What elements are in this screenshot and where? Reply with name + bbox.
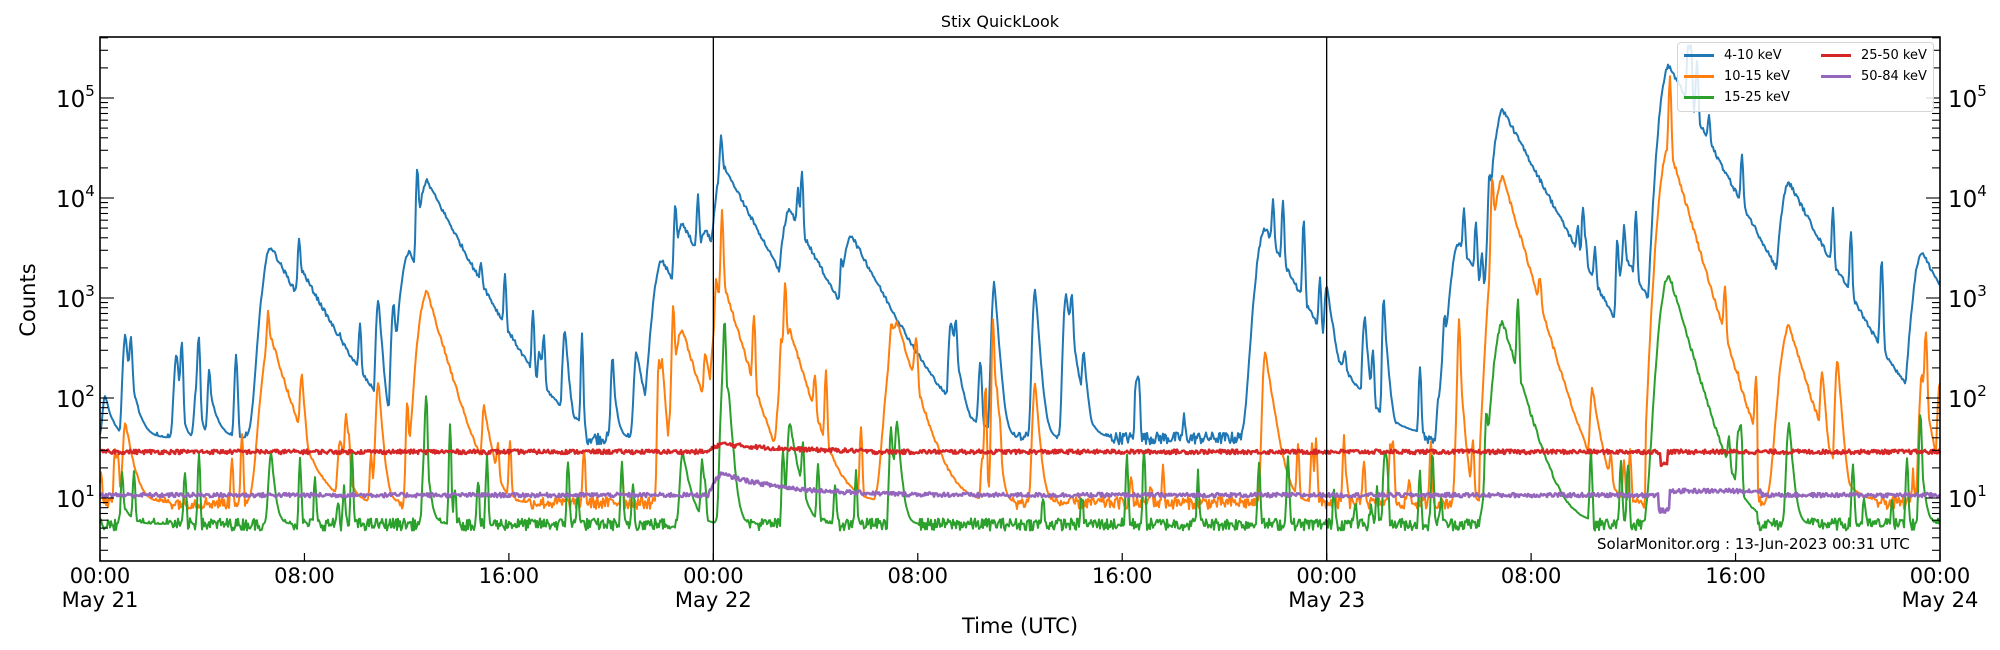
y-tick-label-right: 102 (1948, 382, 1987, 413)
legend-swatch-orange (1684, 75, 1714, 78)
x-tick-label: 08:00 (274, 564, 335, 588)
y-tick-label-left: 104 (56, 182, 95, 213)
x-tick-label: 08:00 (1500, 564, 1562, 588)
x-tick-label: 00:00 May 22 (674, 564, 752, 612)
line-15-25-kev (99, 275, 1941, 532)
chart-title: Stix QuickLook (940, 12, 1060, 31)
legend: 4-10 keV 10-15 keV 15-25 keV 25-50 keV 5… (1677, 42, 1934, 112)
x-axis-label: Time (UTC) (961, 614, 1079, 638)
legend-item-4-10: 4-10 keV (1684, 48, 1782, 63)
line-50-84-kev (98, 471, 1942, 514)
y-axis-label: Counts (16, 263, 40, 337)
y-tick-label-left: 101 (56, 482, 95, 513)
axis-ticks (99, 37, 1941, 561)
legend-swatch-red (1821, 54, 1851, 57)
legend-item-50-84: 50-84 keV (1821, 69, 1927, 84)
x-tick-label: 00:00 May 24 (1901, 564, 1979, 612)
legend-swatch-blue (1684, 54, 1714, 57)
y-tick-label-right: 103 (1948, 282, 1987, 313)
watermark: SolarMonitor.org : 13-Jun-2023 00:31 UTC (1597, 535, 1910, 553)
y-tick-label-left: 102 (56, 382, 95, 413)
legend-swatch-green (1684, 96, 1714, 99)
x-tick-label: 16:00 (1091, 564, 1153, 588)
y-tick-label-right: 101 (1948, 482, 1987, 513)
line-10-15-kev (99, 75, 1941, 511)
y-tick-label-left: 105 (56, 82, 95, 113)
y-tick-label-right: 105 (1948, 82, 1987, 113)
x-tick-label: 16:00 (478, 564, 540, 588)
day-separators (712, 37, 1328, 561)
x-tick-label: 00:00 May 21 (61, 564, 139, 612)
legend-item-15-25: 15-25 keV (1684, 90, 1790, 105)
line-4-10-kev (99, 44, 1941, 446)
x-tick-label: 00:00 May 23 (1288, 564, 1366, 612)
x-tick-label: 16:00 (1705, 564, 1766, 588)
x-tick-label: 08:00 (887, 564, 949, 588)
y-tick-label-left: 103 (56, 282, 95, 313)
line-25-50-kev (99, 441, 1942, 468)
legend-swatch-purple (1821, 75, 1851, 78)
legend-item-10-15: 10-15 keV (1684, 69, 1790, 84)
y-tick-label-right: 104 (1948, 182, 1987, 213)
legend-item-25-50: 25-50 keV (1821, 48, 1927, 63)
data-lines (98, 44, 1942, 532)
axes-frame (99, 36, 1941, 562)
